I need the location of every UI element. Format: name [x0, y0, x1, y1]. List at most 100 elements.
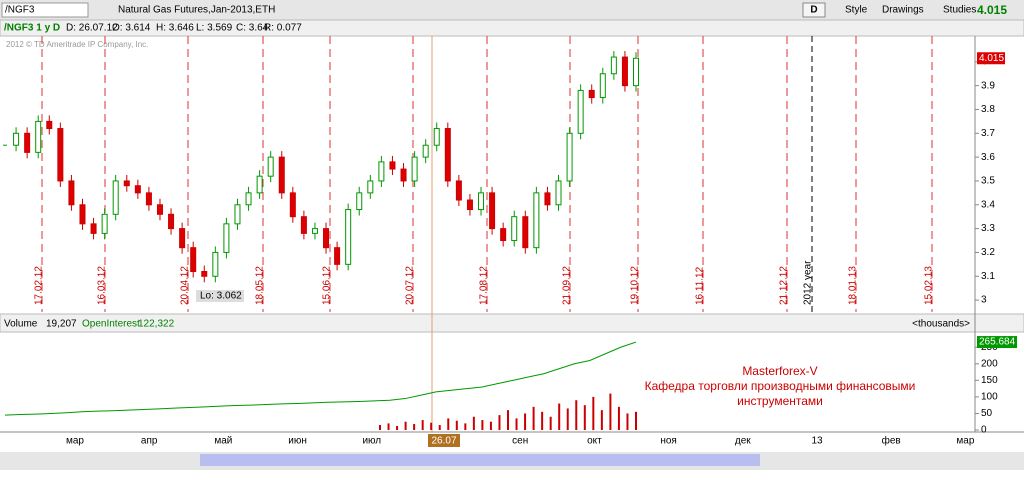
- volume-bar: [541, 411, 544, 430]
- volume-bar: [481, 420, 484, 430]
- candle: [201, 270, 208, 277]
- y-tick-label: 3: [981, 295, 987, 306]
- info-field: L: 3.569: [196, 23, 233, 34]
- candle: [90, 223, 97, 234]
- price-tag: [977, 52, 1005, 65]
- candle: [267, 156, 274, 177]
- scroll-thumb[interactable]: [200, 454, 760, 466]
- volume-bar: [413, 424, 416, 430]
- candle: [378, 161, 385, 182]
- annotation: Masterforex-V: [742, 364, 817, 378]
- y-tick-label: 0: [981, 425, 987, 436]
- volume-field: Volume: [4, 319, 38, 330]
- expiry-label: 15.02.13: [924, 266, 935, 305]
- y-tick-label: 3.9: [981, 80, 995, 91]
- month-label: фев: [882, 435, 901, 447]
- volume-bar: [472, 416, 475, 430]
- candle: [289, 192, 296, 218]
- y-tick-label: 100: [981, 392, 998, 403]
- candle: [278, 156, 285, 194]
- price-tag-label: 4.015: [979, 53, 1004, 64]
- info-field: C: 3.64: [236, 23, 269, 34]
- expiry-label: 17.02.12: [34, 266, 45, 305]
- volume-bar: [464, 423, 467, 430]
- month-label: 13: [811, 436, 823, 447]
- volume-field: 19,207: [46, 319, 77, 330]
- month-label: апр: [141, 436, 158, 447]
- annotation: инструментами: [737, 394, 823, 408]
- volume-bar: [447, 418, 450, 430]
- button-label[interactable]: Style: [845, 5, 868, 16]
- volume-bar: [379, 425, 381, 430]
- month-label: мар: [66, 436, 84, 447]
- candle: [599, 73, 606, 99]
- toolbar: [0, 0, 1024, 20]
- button-label[interactable]: Drawings: [882, 5, 924, 16]
- cursor-tag: [428, 434, 460, 447]
- candle: [533, 192, 540, 249]
- candle: [134, 185, 141, 194]
- candle: [57, 128, 64, 182]
- expiry-label: 21.09.12: [562, 266, 573, 305]
- volume-bar: [532, 406, 535, 430]
- month-label: дек: [735, 436, 751, 447]
- candle: [610, 56, 617, 75]
- candle: [112, 180, 119, 215]
- candle: [444, 128, 451, 182]
- volume-bar: [387, 423, 390, 430]
- volume-bar: [575, 400, 578, 430]
- candle: [466, 199, 473, 211]
- info-field: H: 3.646: [156, 23, 194, 34]
- candle: [345, 209, 352, 265]
- month-label: окт: [587, 436, 602, 447]
- y-tick-label: 150: [981, 375, 998, 386]
- volume-bar: [421, 420, 424, 430]
- candle: [245, 192, 252, 206]
- candle: [544, 192, 551, 206]
- candle: [68, 180, 75, 206]
- month-label: мар: [956, 436, 974, 447]
- volume-bar: [498, 415, 501, 430]
- candle: [500, 228, 507, 242]
- volume-bar: [396, 426, 399, 430]
- low-label-bg: [196, 290, 244, 302]
- expiry-label: 21.12.12: [779, 266, 790, 305]
- year-label: 2012 year: [803, 260, 814, 305]
- volume-field: 122,322: [138, 319, 175, 330]
- annotation: Кафедра торговли производными финансовым…: [645, 379, 916, 393]
- volume-header: [0, 313, 1024, 333]
- y-tick-label: 3.7: [981, 128, 995, 139]
- volume-bar: [583, 405, 586, 430]
- expiry-label: 20.07.12: [405, 266, 416, 305]
- y-tick-label: 3.5: [981, 176, 995, 187]
- candle: [234, 204, 241, 225]
- y-tick-label: 3.6: [981, 152, 995, 163]
- symbol: /NGF3: [5, 5, 35, 16]
- candle: [13, 132, 20, 146]
- volume-field: OpenInterest: [82, 319, 140, 330]
- button[interactable]: [802, 2, 826, 18]
- volume-bar: [515, 418, 518, 430]
- info-field: D: 26.07.12: [66, 23, 118, 34]
- month-label: июл: [362, 436, 381, 447]
- volume-bar: [507, 410, 509, 430]
- candle: [256, 175, 263, 194]
- expiry-label: 18.05.12: [255, 266, 266, 305]
- symbol-input[interactable]: [1, 2, 89, 18]
- y-tick-label: 3.1: [981, 271, 995, 282]
- oi-tag: [977, 336, 1017, 349]
- volume-bar: [566, 408, 569, 430]
- month-label: июн: [288, 436, 307, 447]
- y-tick-label: 3.8: [981, 104, 995, 115]
- study: /NGF3 1 y D: [4, 23, 60, 34]
- candle: [400, 168, 407, 182]
- candle: [212, 251, 219, 277]
- candle: [511, 216, 518, 242]
- button-label[interactable]: Studies: [943, 5, 976, 16]
- volume-bar: [617, 406, 620, 430]
- volume-bar: [430, 422, 433, 430]
- info-bar: [0, 19, 1024, 37]
- candle: [433, 128, 440, 146]
- volume-bar: [600, 410, 603, 430]
